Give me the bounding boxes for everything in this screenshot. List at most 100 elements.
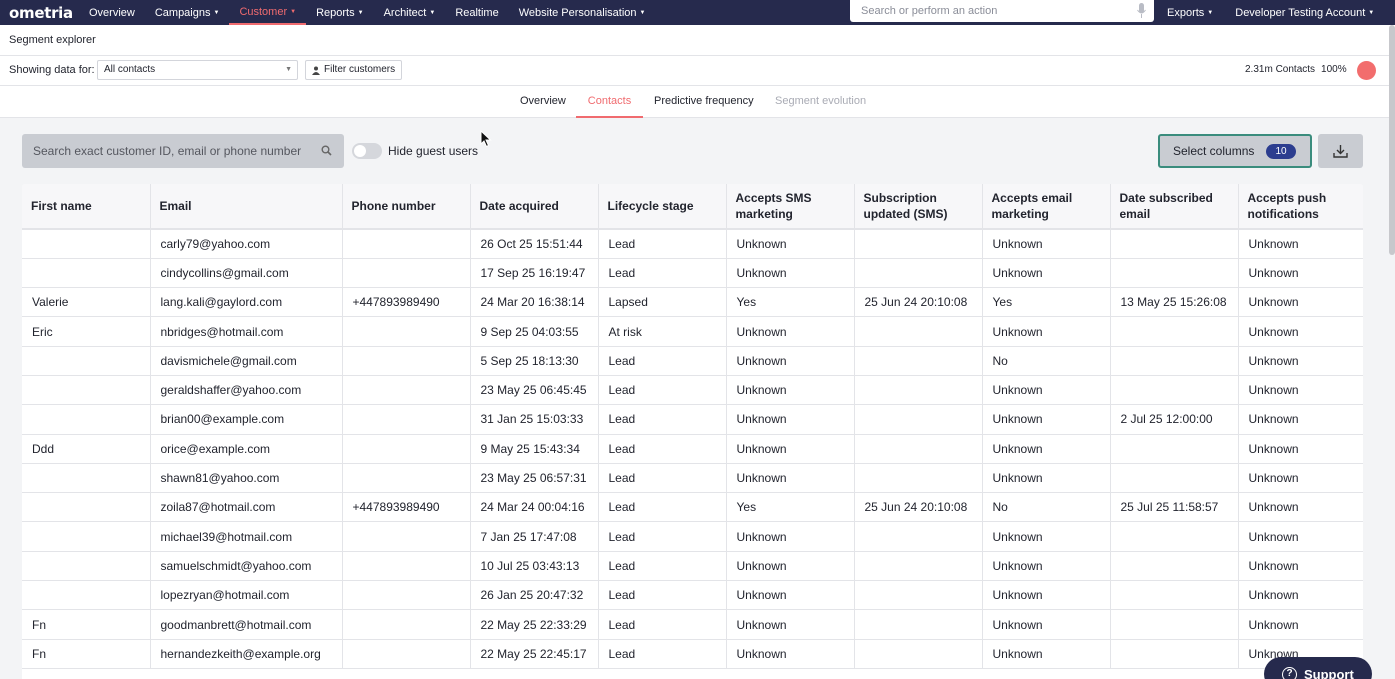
- column-header[interactable]: Lifecycle stage: [598, 184, 727, 230]
- table-cell: Unknown: [982, 551, 1111, 582]
- nav-right: Exports ▼ Developer Testing Account ▼: [1157, 0, 1384, 25]
- account-menu[interactable]: Developer Testing Account ▼: [1223, 0, 1384, 25]
- table-row[interactable]: shawn81@yahoo.com 23 May 25 06:57:31 Lead U…: [22, 463, 1363, 494]
- table-cell: Lead: [598, 463, 727, 494]
- table-cell: 10 Jul 25 03:43:13: [470, 551, 599, 582]
- table-cell: [342, 551, 471, 582]
- table-row[interactable]: michael39@hotmail.com 7 Jan 25 17:47:08 Le…: [22, 521, 1363, 552]
- table-cell: hernandezkeith@example.org: [150, 639, 343, 669]
- global-search-input[interactable]: Search or perform an action: [850, 0, 1154, 22]
- table-row[interactable]: cindycollins@gmail.com 17 Sep 25 16:19:47…: [22, 258, 1363, 289]
- table-row[interactable]: lopezryan@hotmail.com 26 Jan 25 20:47:32 L…: [22, 580, 1363, 611]
- table-cell: [854, 316, 983, 347]
- table-row[interactable]: Eric nbridges@hotmail.com 9 Sep 25 04:03:5…: [22, 316, 1363, 347]
- table-cell: 25 Jul 25 11:58:57: [1110, 492, 1239, 523]
- column-header[interactable]: First name: [22, 184, 151, 230]
- tab-contacts[interactable]: Contacts: [576, 86, 643, 118]
- column-header[interactable]: Phone number: [342, 184, 471, 230]
- table-row[interactable]: carly79@yahoo.com 26 Oct 25 15:51:44 Lead U…: [22, 229, 1363, 259]
- microphone-icon[interactable]: [1137, 3, 1146, 19]
- ometria-logo[interactable]: ometria: [9, 3, 73, 22]
- contacts-summary: 2.31m Contacts 100%: [1245, 64, 1347, 75]
- nav-item-campaigns[interactable]: Campaigns ▼: [145, 0, 230, 25]
- table-cell: [22, 258, 151, 289]
- table-row[interactable]: Valerie lang.kali@gaylord.com +44789398949…: [22, 287, 1363, 318]
- table-cell: Unknown: [982, 639, 1111, 669]
- nav-item-architect[interactable]: Architect ▼: [374, 0, 446, 25]
- table-cell: [1110, 521, 1239, 552]
- table-cell: Lead: [598, 229, 727, 259]
- table-cell: [1110, 346, 1239, 376]
- table-cell: lang.kali@gaylord.com: [150, 287, 343, 318]
- table-cell: Unknown: [982, 580, 1111, 611]
- table-cell: [22, 229, 151, 259]
- nav-item-label: Architect: [383, 6, 427, 19]
- table-row[interactable]: Fn hernandezkeith@example.org 22 May 25 22…: [22, 639, 1363, 669]
- contacts-percent: 100%: [1321, 64, 1347, 75]
- question-icon: ?: [1282, 666, 1297, 679]
- table-cell: 2 Jul 25 12:00:00: [1110, 404, 1239, 435]
- table-row[interactable]: geraldshaffer@yahoo.com 23 May 25 06:45:4…: [22, 375, 1363, 406]
- table-cell: Ddd: [22, 434, 151, 464]
- tab-predictive-frequency[interactable]: Predictive frequency: [654, 95, 754, 107]
- table-cell: [1110, 463, 1239, 494]
- column-header[interactable]: Email: [150, 184, 343, 230]
- table-cell: Unknown: [726, 463, 855, 494]
- nav-item-label: Reports: [316, 6, 355, 19]
- table-row[interactable]: davismichele@gmail.com 5 Sep 25 18:13:30 L…: [22, 346, 1363, 376]
- segment-select[interactable]: All contacts ▼: [97, 60, 298, 80]
- nav-item-realtime[interactable]: Realtime: [445, 0, 508, 25]
- filter-customers-button[interactable]: Filter customers: [305, 60, 403, 80]
- table-cell: samuelschmidt@yahoo.com: [150, 551, 343, 582]
- column-header[interactable]: Date subscribed email: [1110, 184, 1239, 230]
- table-cell: 26 Oct 25 15:51:44: [470, 229, 599, 259]
- column-header[interactable]: Accepts email marketing: [982, 184, 1111, 230]
- table-cell: Unknown: [1238, 229, 1363, 259]
- column-header[interactable]: Subscription updated (SMS): [854, 184, 983, 230]
- tab-overview[interactable]: Overview: [520, 95, 566, 107]
- column-header[interactable]: Date acquired: [470, 184, 599, 230]
- table-row[interactable]: Fn goodmanbrett@hotmail.com 22 May 25 22:3…: [22, 609, 1363, 640]
- support-button[interactable]: ? Support: [1264, 657, 1372, 679]
- table-cell: Lead: [598, 346, 727, 376]
- download-button[interactable]: [1318, 134, 1363, 168]
- nav-item-reports[interactable]: Reports ▼: [306, 0, 373, 25]
- table-row[interactable]: Ddd orice@example.com 9 May 25 15:43:34 Lea…: [22, 434, 1363, 464]
- table-cell: No: [982, 346, 1111, 376]
- select-columns-button[interactable]: Select columns 10: [1158, 134, 1312, 168]
- table-cell: Lapsed: [598, 287, 727, 318]
- contacts-toolbar: Search exact customer ID, email or phone…: [22, 134, 1363, 168]
- table-cell: [1110, 375, 1239, 406]
- chevron-down-icon: ▼: [357, 9, 364, 16]
- table-cell: [854, 551, 983, 582]
- table-cell: Unknown: [726, 404, 855, 435]
- hide-guest-users-toggle[interactable]: [352, 143, 382, 159]
- exports-menu[interactable]: Exports ▼: [1157, 0, 1223, 25]
- nav-item-overview[interactable]: Overview: [79, 0, 145, 25]
- table-cell: Lead: [598, 492, 727, 523]
- table-cell: Unknown: [726, 609, 855, 640]
- page-scrollbar[interactable]: [1389, 25, 1395, 255]
- table-cell: Unknown: [726, 434, 855, 464]
- column-header[interactable]: Accepts push notifications: [1238, 184, 1363, 230]
- table-row[interactable]: brian00@example.com 31 Jan 25 15:03:33 Lea…: [22, 404, 1363, 435]
- customer-search-input[interactable]: Search exact customer ID, email or phone…: [22, 134, 344, 168]
- download-icon: [1333, 145, 1348, 158]
- column-header[interactable]: Accepts SMS marketing: [726, 184, 855, 230]
- page-title: Segment explorer: [9, 34, 96, 46]
- table-cell: 13 May 25 15:26:08: [1110, 287, 1239, 318]
- table-cell: 25 Jun 24 20:10:08: [854, 492, 983, 523]
- table-row[interactable]: zoila87@hotmail.com +447893989490 24 Mar 2…: [22, 492, 1363, 523]
- table-cell: cindycollins@gmail.com: [150, 258, 343, 289]
- table-cell: 22 May 25 22:33:29: [470, 609, 599, 640]
- table-cell: 23 May 25 06:45:45: [470, 375, 599, 406]
- table-cell: Lead: [598, 434, 727, 464]
- table-cell: [342, 580, 471, 611]
- nav-item-website-personalisation[interactable]: Website Personalisation ▼: [509, 0, 656, 25]
- nav-item-customer[interactable]: Customer ▼: [229, 0, 307, 25]
- segment-select-value: All contacts: [104, 64, 156, 75]
- nav-item-label: Campaigns: [154, 6, 211, 19]
- table-cell: [342, 316, 471, 347]
- table-row[interactable]: samuelschmidt@yahoo.com 10 Jul 25 03:43:1…: [22, 551, 1363, 582]
- segment-tabs: Overview Contacts Predictive frequency S…: [0, 86, 1395, 118]
